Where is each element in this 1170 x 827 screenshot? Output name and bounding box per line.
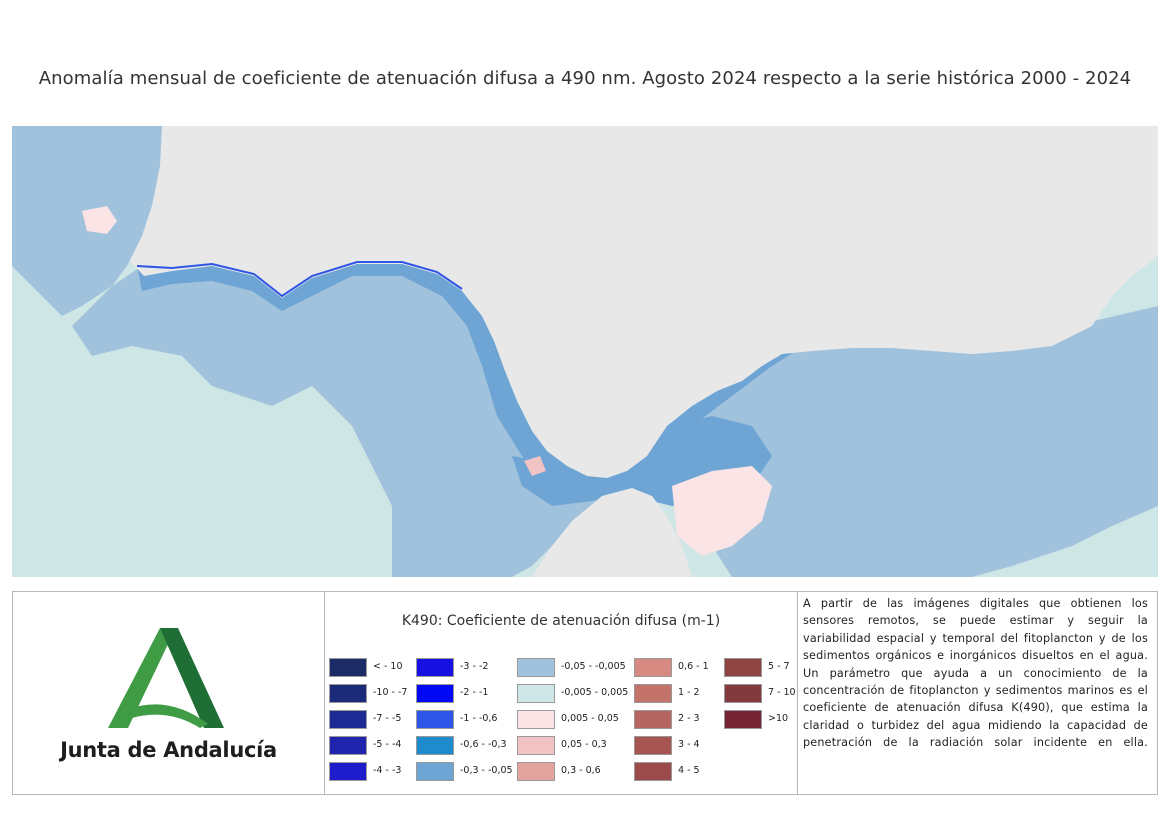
positive-patch-alboran [672,466,772,556]
legend-swatch [724,710,762,729]
legend-label: >10 [768,713,789,724]
positive-patch-atlantic [82,206,117,234]
positive-patch-strait [524,456,546,476]
logo-left-stroke [108,628,170,728]
logo-cell: Junta de Andalucía [13,592,325,794]
legend-label: 0,6 - 1 [678,661,709,672]
gulf-cadiz-slight-negative-zone [72,256,1158,577]
map-title: Anomalía mensual de coeficiente de atenu… [38,68,1132,89]
description-text: A partir de las imágenes digitales que o… [803,597,1148,750]
iberian-peninsula-land [130,126,1158,478]
legend-swatch [634,684,672,703]
info-panel: Junta de Andalucía K490: Coeficiente de … [12,591,1158,795]
legend-label: 1 - 2 [678,687,700,698]
legend-label: 0,3 - 0,6 [561,765,601,776]
legend-label: 3 - 4 [678,739,700,750]
legend-label: 2 - 3 [678,713,700,724]
legend-swatch [634,762,672,781]
anomaly-map [12,126,1158,577]
legend-swatch [329,762,367,781]
legend-swatch [416,762,454,781]
logo-text: Junta de Andalucía [60,738,277,762]
legend-label: -1 - -0,6 [460,713,498,724]
legend-swatch [517,710,555,729]
legend-label: 0,005 - 0,05 [561,713,619,724]
legend-label: < - 10 [373,661,403,672]
legend-label: 7 - 10 [768,687,796,698]
legend-swatch [416,736,454,755]
legend-swatch [329,684,367,703]
legend-swatch [329,658,367,677]
legend-label: -0,6 - -0,3 [460,739,507,750]
legend-swatch [517,684,555,703]
legend-swatch [416,658,454,677]
legend-swatch [634,710,672,729]
junta-andalucia-logo-icon [108,628,224,728]
legend-swatch [416,710,454,729]
legend-swatch [634,658,672,677]
legend-label: -2 - -1 [460,687,489,698]
legend-swatch [517,736,555,755]
legend-label: -0,005 - 0,005 [561,687,629,698]
legend-label: -7 - -5 [373,713,402,724]
legend-label: -0,3 - -0,05 [460,765,513,776]
legend-swatch [329,736,367,755]
legend-label: -4 - -3 [373,765,402,776]
legend-title: K490: Coeficiente de atenuación difusa (… [401,613,721,629]
legend-swatch [416,684,454,703]
logo-right-stroke [160,628,224,728]
legend-label: -10 - -7 [373,687,408,698]
coastline-accent [136,261,463,298]
legend-label: 5 - 7 [768,661,790,672]
legend-grid: < - 10 -10 - -7 -7 - -5 -5 - -4 -4 - -3 -3 - … [329,658,799,788]
legend-swatch [634,736,672,755]
legend-cell: K490: Coeficiente de atenuación difusa (… [325,592,798,794]
legend-swatch [724,684,762,703]
legend-label: -0,05 - -0,005 [561,661,626,672]
legend-swatch [329,710,367,729]
north-africa-land [532,488,692,577]
legend-label: 0,05 - 0,3 [561,739,607,750]
legend-swatch [724,658,762,677]
legend-swatch [517,762,555,781]
logo-swoosh [126,704,208,728]
map-canvas [12,126,1158,577]
legend-swatch [517,658,555,677]
legend-label: -3 - -2 [460,661,489,672]
legend-label: 4 - 5 [678,765,700,776]
legend-label: -5 - -4 [373,739,402,750]
